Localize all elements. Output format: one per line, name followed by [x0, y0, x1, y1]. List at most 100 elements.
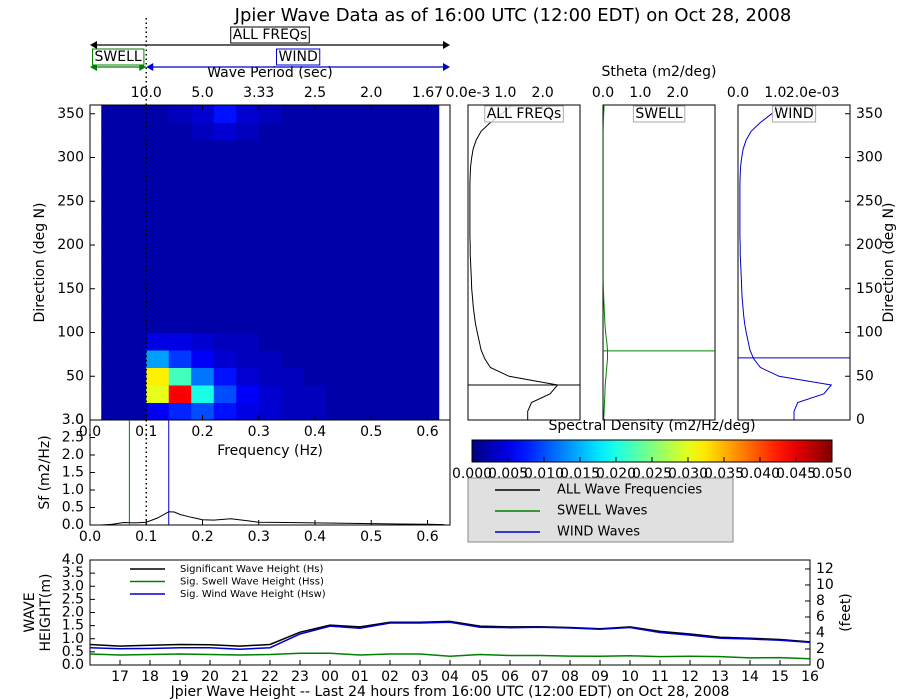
heat-cell [101, 367, 125, 386]
x2-axis-label: Wave Period (sec) [207, 65, 333, 81]
heat-cell [236, 192, 260, 211]
heat-cell [101, 192, 125, 211]
heat-cell [213, 157, 237, 176]
heat-cell [416, 175, 440, 193]
heat-cell [191, 297, 215, 316]
heat-cell [326, 367, 350, 386]
heat-cell [123, 385, 147, 403]
heat-cell [416, 385, 440, 403]
heat-cell [281, 315, 305, 333]
y-axis-label: Sf (m2/Hz) [37, 435, 53, 509]
profile-line [469, 104, 559, 420]
tick-label: 2.5 [304, 85, 326, 101]
tick-label: 6 [816, 609, 825, 625]
heat-cell [416, 105, 440, 123]
heat-cell [326, 332, 350, 351]
tick-label: 2.5 [62, 591, 84, 607]
heat-cell [258, 140, 282, 158]
heat-cell [101, 297, 125, 316]
heat-cell [393, 262, 417, 281]
x-tick-label: 23 [291, 669, 309, 685]
y-axis-label: HEIGHT(m) [38, 574, 54, 652]
tick-label: 0.0 [727, 85, 749, 101]
heat-cell [281, 385, 305, 403]
band-label-box [276, 48, 321, 66]
heat-cell [416, 192, 440, 211]
heat-cell [101, 332, 125, 351]
heat-cell [258, 175, 282, 193]
heat-cell [258, 315, 282, 333]
x-tick-label: 18 [141, 669, 159, 685]
heat-cell [416, 315, 440, 333]
heat-cell [416, 210, 440, 228]
heat-cell [303, 157, 327, 176]
heat-cell [416, 367, 440, 386]
heat-cell [191, 140, 215, 158]
heat-cell [236, 157, 260, 176]
heat-cell [281, 105, 305, 123]
heat-cell [236, 245, 260, 263]
heat-cell [168, 315, 192, 333]
heat-cell [303, 297, 327, 316]
heat-cell [371, 280, 395, 298]
tick-label: 8 [816, 593, 825, 609]
heat-cell [393, 402, 417, 421]
heat-cell [303, 350, 327, 368]
heat-cell [101, 262, 125, 281]
tick-label: 100 [57, 325, 84, 341]
tick-label: 0.0 [62, 657, 84, 673]
heat-cell [213, 402, 237, 421]
heat-cell [258, 262, 282, 281]
heat-cell [146, 175, 170, 193]
heat-cell [281, 280, 305, 298]
panel-label-box [484, 105, 564, 123]
heat-cell [101, 157, 125, 176]
heat-cell [326, 227, 350, 246]
heat-cell [101, 350, 125, 368]
heat-cell [191, 227, 215, 246]
heat-cell [146, 367, 170, 386]
tick-label: 0.4 [304, 529, 326, 545]
heat-cell [168, 367, 192, 386]
heat-cell [393, 280, 417, 298]
heat-cell [236, 280, 260, 298]
tick-label: 1.0 [62, 482, 84, 498]
heat-cell [168, 280, 192, 298]
heat-cell [258, 367, 282, 386]
heat-cell [146, 210, 170, 228]
heat-cell [281, 402, 305, 421]
heat-cell [326, 192, 350, 211]
heat-cell [191, 157, 215, 176]
heat-cell [146, 332, 170, 351]
heat-cell [191, 105, 215, 123]
heat-cell [348, 210, 372, 228]
heat-cell [123, 227, 147, 246]
heat-cell [371, 297, 395, 316]
x-tick-label: 13 [711, 669, 729, 685]
heat-cell [236, 122, 260, 141]
heat-cell [348, 140, 372, 158]
heat-cell [123, 192, 147, 211]
heat-cell [123, 332, 147, 351]
heat-cell [123, 140, 147, 158]
heat-cell [258, 385, 282, 403]
heat-cell [258, 350, 282, 368]
tick-label: 4 [816, 625, 825, 641]
heat-cell [326, 175, 350, 193]
heat-cell [326, 350, 350, 368]
heat-cell [393, 192, 417, 211]
heat-cell [416, 227, 440, 246]
tick-label: 300 [57, 150, 84, 166]
heat-cell [281, 192, 305, 211]
tick-label: 0.2 [191, 424, 213, 440]
heat-cell [371, 105, 395, 123]
heat-cell [258, 192, 282, 211]
heat-cell [146, 280, 170, 298]
tick-label: 0.0 [592, 85, 614, 101]
x-tick-label: 05 [471, 669, 489, 685]
heat-cell [123, 245, 147, 263]
heat-cell [236, 315, 260, 333]
tick-label: 2.0 [532, 85, 554, 101]
heat-cell [123, 402, 147, 421]
heat-cell [393, 385, 417, 403]
